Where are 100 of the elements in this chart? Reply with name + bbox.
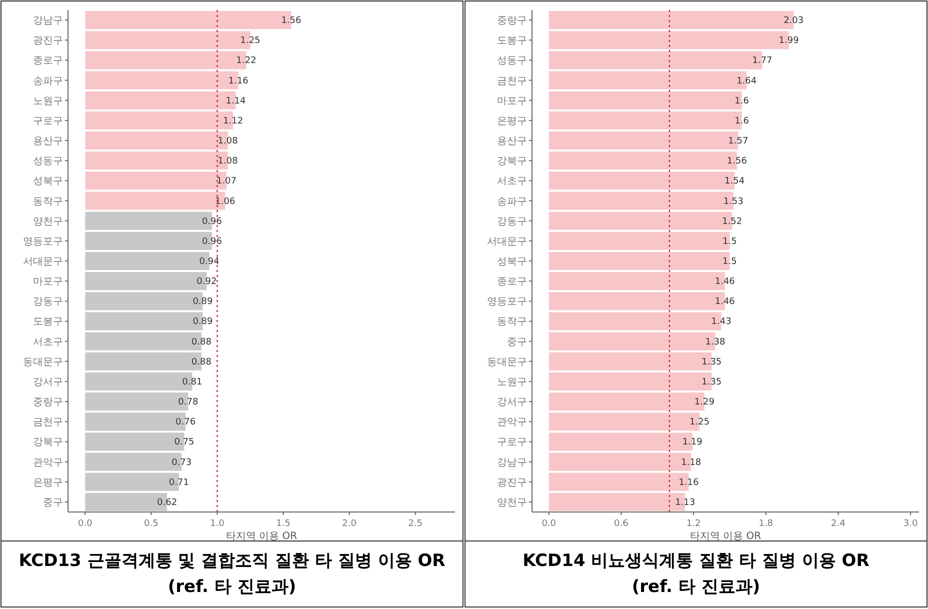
- y-tick-label: 강북구: [33, 437, 63, 448]
- data-label: 1.16: [678, 478, 700, 488]
- data-label: 1.06: [215, 196, 236, 207]
- text: KCD13 근골격계통 및 결합조직 질환 타 질병 이용 OR (ref. 타 진료과): [18, 551, 446, 597]
- data-label: 0.76: [176, 418, 196, 428]
- y-tick-label: 서초구: [33, 336, 63, 348]
- data-label: 1.77: [752, 56, 772, 66]
- data-label: 1.46: [714, 277, 736, 288]
- data-label: 1.13: [675, 498, 696, 508]
- data-label: 1.57: [728, 136, 748, 147]
- data-label: 0.94: [199, 257, 220, 267]
- data-label: 1.38: [705, 337, 726, 348]
- y-tick-label: 강남구: [33, 16, 63, 27]
- x-tick-label: 0.6: [614, 519, 629, 529]
- data-label: 1.16: [228, 76, 249, 86]
- y-tick-label: 성동구: [497, 56, 527, 67]
- data-label: 1.22: [236, 56, 256, 66]
- data-label: 0.78: [178, 398, 198, 408]
- data-label: 1.54: [724, 176, 745, 187]
- y-tick-label: 마포구: [497, 96, 527, 107]
- y-tick-label: 도봉구: [497, 36, 527, 47]
- data-label: 1.18: [681, 458, 702, 468]
- data-label: 1.46: [714, 297, 736, 308]
- y-tick-label: 관악구: [33, 457, 63, 468]
- x-tick-label: 0.5: [144, 519, 158, 529]
- y-tick-label: 종로구: [497, 276, 527, 288]
- y-tick-label: 광진구: [497, 477, 527, 488]
- y-tick-label: 금천구: [33, 417, 63, 428]
- data-label: 1.56: [281, 16, 302, 26]
- data-label: 1.35: [702, 357, 722, 368]
- data-label: 1.19: [682, 438, 703, 448]
- y-tick-label: 양천구: [497, 497, 527, 508]
- data-label: 1.6: [734, 96, 750, 106]
- data-label: 1.5: [722, 257, 737, 267]
- y-tick-label: 은평구: [33, 477, 63, 488]
- y-tick-label: 강동구: [33, 296, 63, 308]
- data-label: 1.35: [702, 377, 722, 388]
- y-tick-label: 용산구: [33, 136, 63, 148]
- data-label: 1.53: [723, 196, 744, 207]
- data-label: 2.03: [784, 16, 804, 26]
- data-label: 0.89: [192, 297, 214, 308]
- data-label: 1.52: [722, 216, 742, 227]
- y-tick-label: 은평구: [497, 116, 527, 127]
- x-axis-title: 타지역 이용 OR: [226, 531, 298, 542]
- y-tick-label: 강동구: [497, 216, 527, 228]
- data-label: 1.5: [722, 236, 737, 247]
- y-tick-label: 마포구: [33, 276, 63, 288]
- x-tick-label: 2.4: [831, 519, 846, 529]
- y-tick-label: 종로구: [33, 56, 63, 67]
- data-label: 0.89: [192, 317, 214, 328]
- x-tick-label: 2.5: [408, 519, 423, 529]
- y-tick-label: 동대문구: [487, 356, 527, 368]
- x-axis-title: 타지역 이용 OR: [690, 531, 762, 542]
- data-label: 0.88: [191, 337, 212, 348]
- y-tick-label: 중랑구: [497, 16, 527, 27]
- y-tick-label: 구로구: [497, 437, 527, 448]
- text: KCD14 비뇨생식계통 질환 타 질병 이용 OR (ref. 타 진료과): [522, 551, 870, 597]
- y-tick-label: 성북구: [33, 176, 63, 188]
- data-label: 0.75: [174, 438, 194, 448]
- data-label: 1.08: [218, 136, 238, 147]
- x-tick-label: 1.2: [686, 519, 701, 529]
- x-tick-label: 3.0: [903, 519, 918, 529]
- y-tick-label: 성동구: [33, 156, 63, 168]
- y-tick-label: 동대문구: [23, 356, 63, 368]
- y-tick-label: 강서구: [33, 376, 63, 388]
- x-tick-label: 1.5: [276, 519, 290, 529]
- data-label: 1.56: [726, 156, 748, 167]
- y-tick-label: 중랑구: [33, 397, 63, 408]
- y-tick-label: 강서구: [497, 397, 527, 408]
- y-tick-label: 성북구: [497, 256, 527, 268]
- data-label: 0.96: [202, 216, 222, 227]
- data-label: 1.43: [711, 317, 732, 328]
- y-tick-label: 중구: [507, 336, 527, 348]
- data-label: 1.12: [223, 116, 244, 126]
- y-tick-label: 중구: [43, 497, 63, 508]
- data-label: 1.25: [690, 418, 710, 428]
- x-tick-label: 0.0: [542, 519, 556, 529]
- data-label: 1.08: [218, 156, 238, 167]
- y-tick-label: 영등포구: [23, 236, 63, 248]
- y-tick-label: 동작구: [33, 196, 63, 208]
- y-tick-label: 서대문구: [487, 236, 527, 248]
- y-tick-label: 송파구: [33, 76, 63, 87]
- y-tick-label: 광진구: [33, 36, 63, 47]
- x-tick-label: 2.0: [342, 519, 357, 529]
- y-tick-label: 도봉구: [33, 316, 63, 328]
- y-tick-label: 금천구: [497, 76, 527, 87]
- y-tick-label: 서초구: [497, 176, 527, 188]
- data-label: 1.25: [240, 36, 260, 46]
- y-tick-label: 양천구: [33, 216, 63, 228]
- y-tick-label: 강남구: [497, 457, 527, 468]
- data-label: 1.14: [226, 96, 246, 106]
- data-label: 1.29: [694, 398, 715, 408]
- y-tick-label: 서대문구: [23, 256, 63, 268]
- x-tick-label: 0.0: [78, 519, 93, 529]
- data-label: 1.07: [216, 176, 237, 187]
- y-tick-label: 송파구: [497, 196, 527, 208]
- x-tick-label: 1.8: [758, 519, 774, 529]
- data-label: 0.88: [191, 357, 212, 368]
- data-label: 0.96: [202, 236, 222, 247]
- y-tick-label: 동작구: [497, 316, 527, 328]
